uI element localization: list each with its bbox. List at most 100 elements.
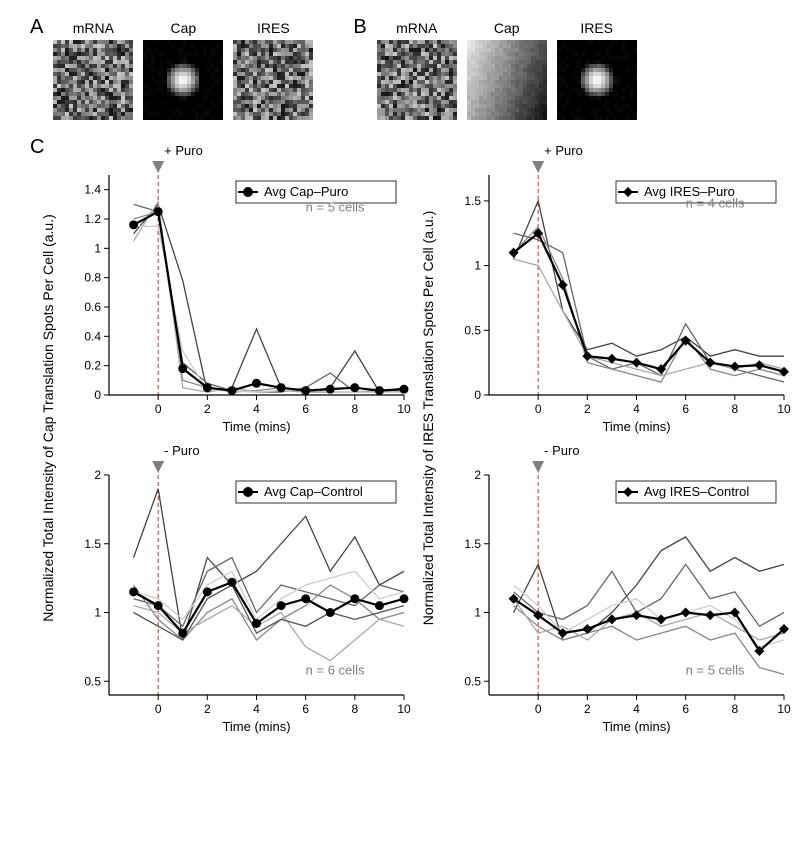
- xtick-label: 10: [778, 402, 792, 416]
- chart-cap-control: 0.511.520246810Time (mins)- PuroAvg Cap–…: [54, 440, 414, 740]
- panels-ab-row: A mRNA Cap IRES B mRNA Cap IRES: [30, 20, 780, 120]
- pixel-icon: [467, 40, 547, 120]
- avg-marker: [375, 601, 384, 610]
- avg-marker: [203, 383, 212, 392]
- avg-line: [514, 599, 784, 651]
- ytick-label: 0.5: [465, 323, 482, 337]
- ncells-label: n = 6 cells: [306, 662, 365, 677]
- xtick-label: 8: [352, 402, 359, 416]
- xtick-label: 10: [398, 402, 412, 416]
- arrow-icon: [533, 461, 545, 473]
- avg-marker: [632, 610, 642, 620]
- xtick-label: 8: [732, 402, 739, 416]
- avg-marker: [302, 594, 311, 603]
- ytick-label: 0.6: [85, 300, 102, 314]
- trace-line: [514, 233, 784, 382]
- ytick-label: 1: [95, 241, 102, 255]
- avg-marker: [154, 601, 163, 610]
- avg-marker: [400, 594, 409, 603]
- ytick-label: 0.5: [465, 674, 482, 688]
- xtick-label: 4: [254, 702, 261, 716]
- avg-marker: [203, 587, 212, 596]
- panel-a: A mRNA Cap IRES: [30, 20, 313, 120]
- thumb-label: Cap: [143, 20, 223, 36]
- avg-marker: [681, 608, 691, 618]
- ytick-label: 0.2: [85, 359, 102, 373]
- ytick-label: 1: [475, 606, 482, 620]
- arrow-icon: [153, 461, 165, 473]
- thumb-cap: Cap: [143, 20, 223, 120]
- chart-ires-control: 0.511.520246810Time (mins)- PuroAvg IRES…: [434, 440, 794, 740]
- ylabel-left: Normalized Total Intensity of Cap Transl…: [40, 214, 56, 621]
- puro-label: - Puro: [165, 443, 200, 458]
- xtick-label: 4: [634, 702, 641, 716]
- xtick-label: 10: [778, 702, 792, 716]
- trace-line: [514, 585, 784, 647]
- figure: A mRNA Cap IRES B mRNA Cap IRES C 00.20.…: [20, 20, 780, 740]
- ytick-label: 1.5: [85, 537, 102, 551]
- ytick-label: 1.2: [85, 212, 102, 226]
- xlabel: Time (mins): [603, 719, 671, 734]
- arrow-icon: [153, 161, 165, 173]
- legend-label: Avg IRES–Control: [644, 484, 749, 499]
- avg-marker: [252, 379, 261, 388]
- avg-marker: [252, 619, 261, 628]
- thumb-mrna: mRNA: [377, 20, 457, 120]
- avg-marker: [228, 578, 237, 587]
- ytick-label: 1.4: [85, 183, 102, 197]
- pixel-icon: [377, 40, 457, 120]
- xlabel: Time (mins): [603, 419, 671, 434]
- xtick-label: 0: [535, 702, 542, 716]
- avg-marker: [375, 386, 384, 395]
- panel-b-thumbs: mRNA Cap IRES: [377, 20, 637, 120]
- pixel-icon: [233, 40, 313, 120]
- ytick-label: 0.8: [85, 271, 102, 285]
- avg-marker: [706, 610, 716, 620]
- avg-marker: [351, 383, 360, 392]
- avg-marker: [179, 364, 188, 373]
- avg-marker: [228, 386, 237, 395]
- avg-marker: [154, 207, 163, 216]
- chart-col-left: 00.20.40.60.811.21.40246810Time (mins)+ …: [54, 140, 434, 440]
- avg-marker: [755, 360, 765, 370]
- thumb-label: IRES: [233, 20, 313, 36]
- avg-marker: [130, 587, 139, 596]
- arrow-icon: [533, 161, 545, 173]
- trace-line: [514, 259, 784, 375]
- avg-marker: [632, 358, 642, 368]
- panel-a-thumbs: mRNA Cap IRES: [53, 20, 313, 120]
- avg-marker: [326, 608, 335, 617]
- ncells-label: n = 5 cells: [306, 200, 365, 215]
- xtick-label: 2: [584, 402, 591, 416]
- xlabel: Time (mins): [223, 419, 291, 434]
- xtick-label: 6: [303, 702, 310, 716]
- ytick-label: 1.5: [465, 537, 482, 551]
- thumb-ires: IRES: [557, 20, 637, 120]
- avg-marker: [130, 220, 139, 229]
- chart-cap-puro: 00.20.40.60.811.21.40246810Time (mins)+ …: [54, 140, 414, 440]
- xtick-label: 6: [683, 402, 690, 416]
- trace-line: [134, 204, 404, 392]
- avg-line: [134, 212, 404, 391]
- ytick-label: 1: [95, 606, 102, 620]
- avg-line: [514, 233, 784, 371]
- trace-line: [514, 227, 784, 382]
- thumb-mrna: mRNA: [53, 20, 133, 120]
- panel-a-letter: A: [30, 16, 43, 39]
- puro-label: - Puro: [545, 443, 580, 458]
- legend-label: Avg Cap–Puro: [264, 184, 348, 199]
- thumb-label: mRNA: [377, 20, 457, 36]
- puro-label: + Puro: [545, 143, 584, 158]
- xtick-label: 10: [398, 702, 412, 716]
- ytick-label: 1.5: [465, 194, 482, 208]
- pixel-icon: [557, 40, 637, 120]
- xtick-label: 0: [535, 402, 542, 416]
- chart-col-right: 00.511.50246810Time (mins)+ PuroAvg IRES…: [434, 140, 800, 440]
- ytick-label: 0.4: [85, 329, 102, 343]
- ytick-label: 2: [475, 468, 482, 482]
- pixel-icon: [143, 40, 223, 120]
- avg-marker: [400, 385, 409, 394]
- ytick-label: 2: [95, 468, 102, 482]
- ylabel-right: Normalized Total Intensity of IRES Trans…: [420, 211, 436, 625]
- panel-b-letter: B: [353, 16, 366, 39]
